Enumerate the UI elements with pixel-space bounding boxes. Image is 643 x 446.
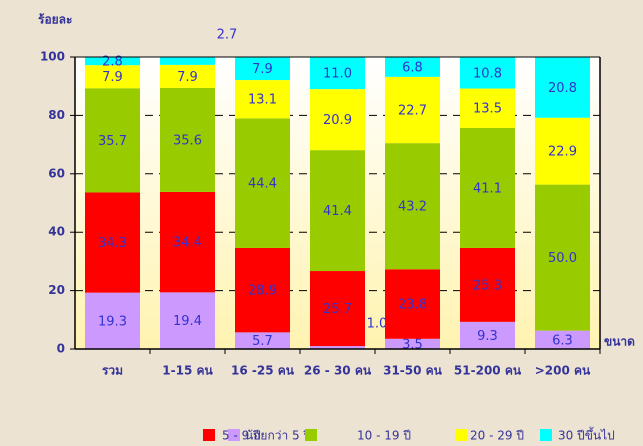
bar-segment bbox=[385, 269, 440, 339]
bar-segment bbox=[385, 338, 440, 349]
bar-segment bbox=[235, 80, 290, 119]
bar-segment bbox=[310, 346, 365, 349]
value-label: 50.0 bbox=[548, 251, 577, 266]
bar-segment bbox=[85, 292, 140, 349]
y-tick-label: 80 bbox=[48, 108, 65, 122]
value-label: 23.8 bbox=[398, 298, 427, 313]
bar-segment bbox=[160, 292, 215, 349]
value-label: 7.9 bbox=[177, 70, 198, 85]
legend-label: 10 - 19 ปี bbox=[357, 429, 411, 443]
value-label: 25.7 bbox=[323, 302, 352, 317]
value-label: 28.9 bbox=[248, 284, 277, 299]
value-label: 20.8 bbox=[548, 81, 577, 96]
legend-swatch bbox=[540, 429, 552, 441]
bar-segment bbox=[85, 57, 140, 66]
bar-segment bbox=[460, 57, 515, 89]
value-label: 22.7 bbox=[398, 103, 427, 118]
value-label: 41.1 bbox=[473, 181, 502, 196]
bar-segment bbox=[310, 57, 365, 90]
value-label: 6.8 bbox=[402, 60, 423, 75]
y-tick-label: 60 bbox=[48, 166, 65, 180]
legend-label: 30 ปีขึ้นไป bbox=[558, 427, 615, 443]
legend-label: 20 - 29 ปี bbox=[470, 429, 524, 443]
legend-swatch bbox=[228, 429, 240, 441]
bar-segment bbox=[85, 192, 140, 293]
value-label: 10.8 bbox=[473, 66, 502, 81]
bar-segment bbox=[535, 330, 590, 349]
value-label: 20.9 bbox=[323, 113, 352, 128]
bar-segment bbox=[460, 127, 515, 248]
bar-segment bbox=[85, 88, 140, 193]
x-tick-label: 26 - 30 คน bbox=[304, 364, 372, 378]
bar-segment bbox=[235, 247, 290, 333]
x-tick-label: รวม bbox=[102, 364, 123, 378]
x-tick-label: 1-15 คน bbox=[162, 364, 213, 378]
bar-segment bbox=[160, 64, 215, 88]
bar-segment bbox=[535, 117, 590, 185]
y-tick-label: 40 bbox=[48, 225, 65, 239]
bar-segment bbox=[385, 57, 440, 77]
value-label: 5.7 bbox=[252, 334, 273, 349]
value-label: 13.1 bbox=[248, 93, 277, 108]
value-label: 7.9 bbox=[252, 62, 273, 77]
value-label: 7.9 bbox=[102, 70, 123, 85]
bar-segment bbox=[310, 150, 365, 272]
legend-swatch bbox=[455, 429, 467, 441]
value-label: 35.6 bbox=[173, 133, 202, 148]
bar-segment bbox=[385, 143, 440, 270]
bar-segment bbox=[535, 184, 590, 331]
bar-segment bbox=[310, 89, 365, 151]
value-label: 19.4 bbox=[173, 314, 202, 329]
bar-segment bbox=[160, 57, 215, 65]
value-label: 11.0 bbox=[323, 67, 352, 82]
bar-segment bbox=[535, 57, 590, 118]
value-label: 41.4 bbox=[323, 204, 352, 219]
value-label: 25.3 bbox=[473, 278, 502, 293]
value-label: 2.7 bbox=[217, 28, 238, 43]
bar-segment bbox=[160, 191, 215, 293]
x-tick-label: 51-200 คน bbox=[454, 364, 522, 378]
y-tick-label: 20 bbox=[48, 283, 65, 297]
bar-segment bbox=[235, 118, 290, 248]
bar-segment bbox=[235, 332, 290, 349]
value-label: 43.2 bbox=[398, 200, 427, 215]
bar-segment bbox=[235, 57, 290, 81]
value-label: 19.3 bbox=[98, 314, 127, 329]
x-tick-label: >200 คน bbox=[535, 364, 591, 378]
bar-segment bbox=[460, 88, 515, 128]
legend-swatch bbox=[203, 429, 215, 441]
bar-segment bbox=[85, 65, 140, 89]
legend-label: 5 - 9 ปี bbox=[222, 429, 261, 443]
bar-segment bbox=[460, 321, 515, 349]
value-label: 34.4 bbox=[173, 236, 202, 251]
value-label: 2.8 bbox=[102, 55, 123, 70]
x-tick-label: 31-50 คน bbox=[383, 364, 443, 378]
bar-segment bbox=[310, 271, 365, 347]
bar-segment bbox=[385, 76, 440, 144]
x-tick-label: 16 -25 คน bbox=[231, 364, 295, 378]
value-label: 44.4 bbox=[248, 177, 277, 192]
legend-label: น้อยกว่า 5 ปี bbox=[245, 429, 311, 443]
value-label: 6.3 bbox=[552, 333, 573, 348]
value-label: 34.3 bbox=[98, 236, 127, 251]
value-label: 13.5 bbox=[473, 102, 502, 117]
value-label: 1.0 bbox=[367, 317, 388, 332]
y-tick-label: 100 bbox=[40, 50, 65, 64]
bar-segment bbox=[160, 87, 215, 192]
value-label: 9.3 bbox=[477, 329, 498, 344]
value-label: 3.5 bbox=[402, 337, 423, 352]
x-axis-label: ขนาด bbox=[604, 335, 635, 349]
value-label: 35.7 bbox=[98, 134, 127, 149]
value-label: 22.9 bbox=[548, 145, 577, 160]
y-axis-label: ร้อยละ bbox=[38, 13, 72, 27]
y-tick-label: 0 bbox=[57, 342, 65, 356]
legend-swatch bbox=[305, 429, 317, 441]
bar-segment bbox=[460, 247, 515, 322]
